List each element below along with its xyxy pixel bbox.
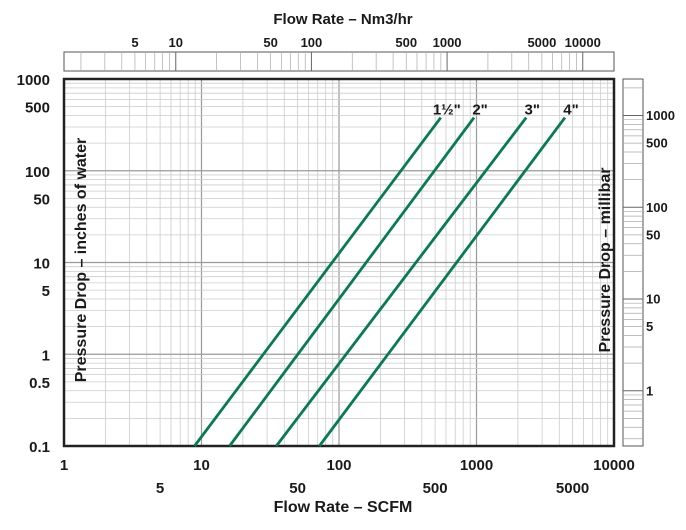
y-tick-label: 500 [25,100,50,117]
right-tick-label: 500 [646,136,668,151]
x-tick-label: 10 [193,457,210,474]
right-scale: 1000 500 100 50 10 5 1 [622,78,675,447]
y-tick-label: 50 [33,191,50,208]
x-tick-label: 5000 [556,480,589,497]
x-tick-label: 100 [326,457,351,474]
y-tick-label: 5 [42,283,50,300]
top-scale-box [63,51,615,72]
plot-grid [62,77,616,448]
x-tick-label: 50 [289,480,306,497]
top-tick-label: 10000 [565,35,601,50]
top-tick-label: 100 [301,35,323,50]
top-tick-label: 5000 [527,35,556,50]
right-tick-label: 1000 [646,108,675,123]
series-label: 4" [563,102,578,119]
series-line-0 [193,116,442,447]
right-tick-label: 10 [646,292,660,307]
y-tick-label: 1 [42,347,50,364]
right-tick-label: 1 [646,383,653,398]
top-tick-label: 50 [263,35,277,50]
top-scale: 5 10 50 100 500 1000 5000 10000 [63,35,615,72]
top-tick-label: 1000 [433,35,462,50]
series-label: 2" [472,102,487,119]
x-tick-label: 5 [156,480,164,497]
x-tick-label: 1000 [460,457,493,474]
y-tick-label: 10 [33,256,50,273]
right-axis-title: Pressure Drop – millibar [597,168,614,353]
top-tick-label: 500 [395,35,417,50]
right-tick-label: 100 [646,200,668,215]
right-tick-label: 5 [646,319,653,334]
y-tick-label: 0.1 [29,439,50,456]
series-line-1 [228,116,476,447]
top-tick-label: 10 [169,35,183,50]
y-tick-label: 100 [25,164,50,181]
labels-layer: 1000 500 100 50 10 5 1 0.5 0.1 1 10 100 1000 10000 5 50… [17,72,635,497]
y-tick-label: 1000 [17,72,50,89]
plot-frame [62,77,616,448]
series-label: 1½" [433,102,461,119]
right-tick-label: 50 [646,227,660,242]
top-axis-title: Flow Rate – Nm3/hr [273,11,412,28]
y-tick-label: 0.5 [29,375,50,392]
series-line-3 [318,116,567,447]
series-label: 3" [525,102,540,119]
series-line-2 [275,116,528,447]
x-tick-label: 10000 [593,457,635,474]
series-layer: 1½" 2" 3" 4" [193,102,579,447]
x-tick-label: 1 [60,457,68,474]
right-scale-box [622,78,644,447]
y-axis-title: Pressure Drop – inches of water [73,138,90,383]
x-tick-label: 500 [423,480,448,497]
top-tick-label: 5 [131,35,138,50]
x-axis-title: Flow Rate – SCFM [274,499,413,516]
